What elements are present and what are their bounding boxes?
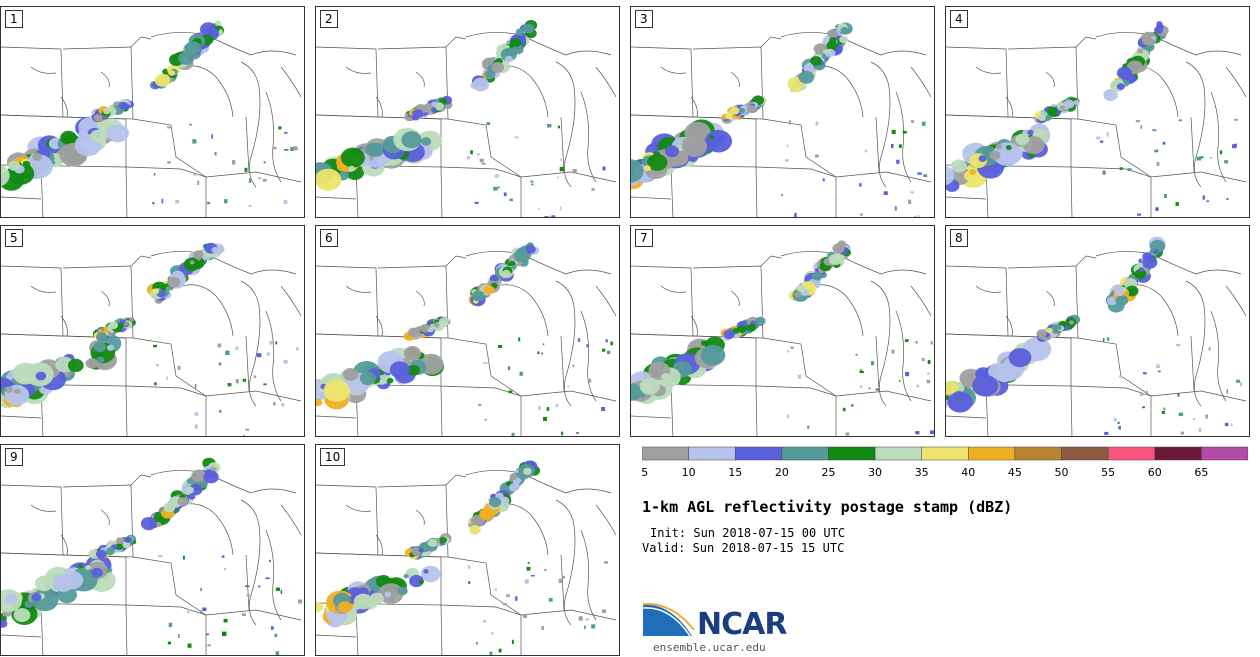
postage-stamp-panel: 9: [0, 444, 305, 656]
panel-map: [316, 20, 617, 217]
panel-number: 4: [950, 10, 968, 28]
panel-number: 1: [5, 10, 23, 28]
ncar-url: ensemble.ucar.edu: [653, 641, 766, 654]
colorbar-swatch: [874, 446, 922, 461]
colorbar-tick-label: 35: [914, 466, 929, 479]
colorbar-swatch: [688, 446, 736, 461]
colorbar-labels: 5 10 15 20 25 30 35 40 45 50 55 60 65: [641, 466, 1248, 480]
ncar-logo-text: NCAR: [697, 607, 787, 642]
panel-map: [1, 20, 302, 217]
colorbar-swatch: [828, 446, 876, 461]
colorbar-tick-label: 45: [1007, 466, 1022, 479]
postage-stamp-panel: 8: [945, 225, 1250, 437]
postage-stamp-panel: 4: [945, 6, 1250, 218]
postage-stamp-panel: 10: [315, 444, 620, 656]
panel-map: [946, 236, 1247, 436]
panel-map: [631, 240, 934, 436]
colorbar-tick-label: 5: [641, 466, 649, 479]
panel-map: [316, 460, 617, 655]
panel-map: [1, 457, 303, 655]
ncar-logo-icon: [642, 602, 695, 637]
colorbar-swatch: [642, 446, 689, 461]
panel-number: 2: [320, 10, 338, 28]
colorbar-swatch: [734, 446, 783, 461]
colorbar-swatch: [1154, 446, 1202, 461]
colorbar-tick-label: 15: [728, 466, 743, 479]
panel-number: 10: [320, 448, 346, 466]
colorbar-swatch: [1014, 446, 1062, 461]
postage-stamp-panel: 5: [0, 225, 305, 437]
colorbar-tick-label: 40: [961, 466, 976, 479]
postage-stamp-panel: 3: [630, 6, 935, 218]
colorbar-swatch: [1061, 446, 1109, 461]
colorbar-swatch: [1107, 446, 1156, 461]
colorbar-tick-label: 30: [868, 466, 883, 479]
panel-number: 6: [320, 229, 338, 247]
postage-stamp-panel: 7: [630, 225, 935, 437]
panel-number: 7: [635, 229, 653, 247]
postage-stamp-panel: 6: [315, 225, 620, 437]
panel-map: [631, 22, 932, 217]
panel-number: 5: [5, 229, 23, 247]
panel-number: 8: [950, 229, 968, 247]
colorbar-tick-label: 25: [821, 466, 836, 479]
colorbar-swatch: [781, 446, 829, 461]
postage-stamp-panel: 2: [315, 6, 620, 218]
panel-map: [316, 242, 617, 436]
panel-map: [1, 242, 302, 436]
colorbar-swatch: [1201, 446, 1248, 461]
chart-title: 1-km AGL reflectivity postage stamp (dBZ…: [642, 498, 1013, 516]
init-time: Init: Sun 2018-07-15 00 UTC: [650, 526, 846, 540]
colorbar-tick-label: 10: [681, 466, 696, 479]
panel-number: 9: [5, 448, 23, 466]
colorbar-tick-label: 65: [1194, 466, 1209, 479]
colorbar-tick-label: 20: [774, 466, 789, 479]
colorbar-tick-label: 60: [1147, 466, 1162, 479]
panel-map: [946, 21, 1247, 217]
colorbar: [642, 446, 1248, 462]
colorbar-swatches: [642, 446, 1248, 461]
colorbar-swatch: [968, 446, 1016, 461]
postage-stamp-panel: 1: [0, 6, 305, 218]
panel-number: 3: [635, 10, 653, 28]
colorbar-tick-label: 50: [1054, 466, 1069, 479]
colorbar-swatch: [921, 446, 969, 461]
valid-time: Valid: Sun 2018-07-15 15 UTC: [642, 541, 845, 555]
colorbar-tick-label: 55: [1101, 466, 1116, 479]
